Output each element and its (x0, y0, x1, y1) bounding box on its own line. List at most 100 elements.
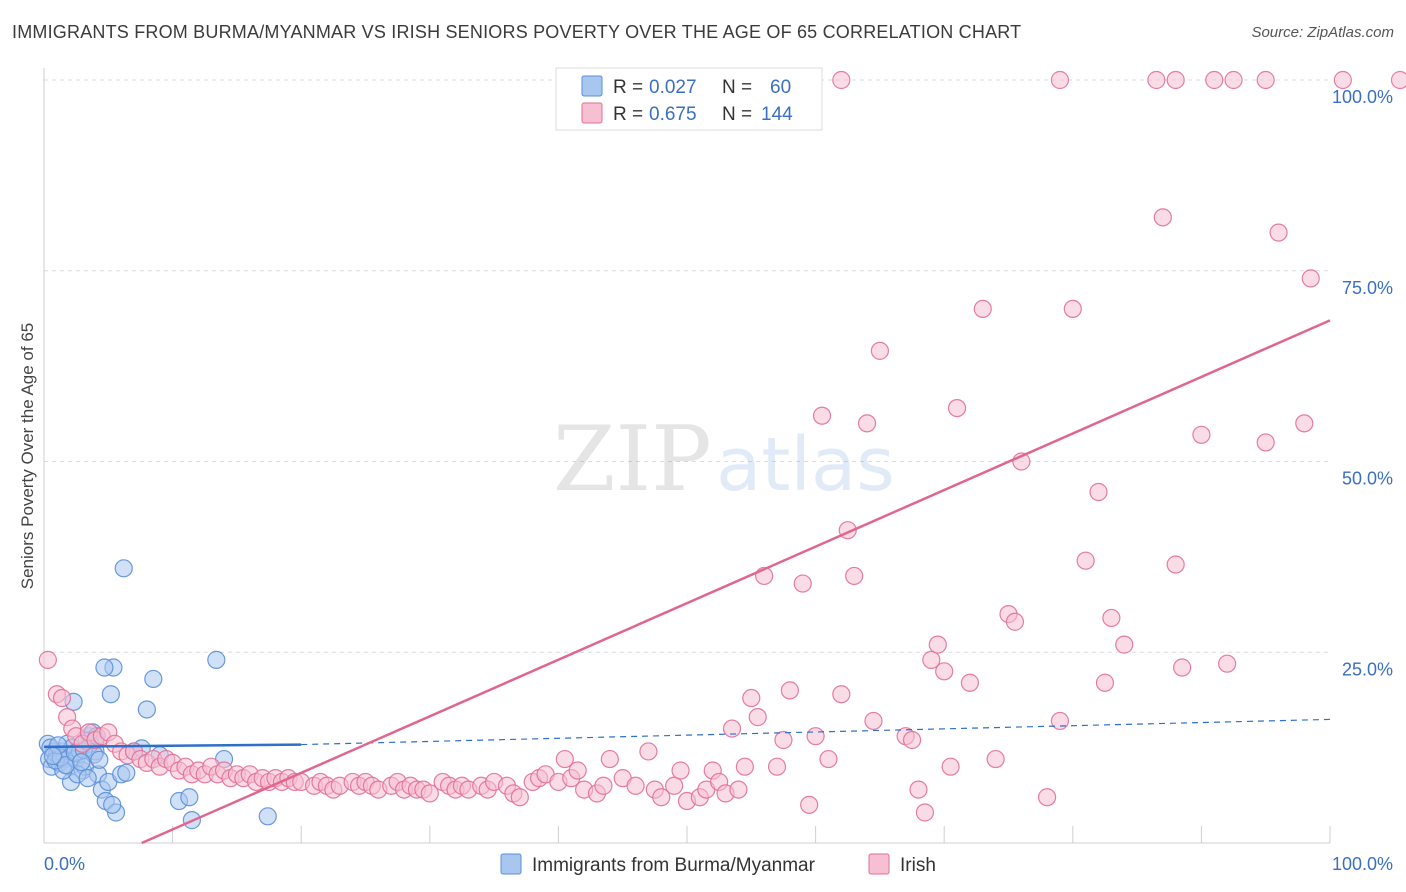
legend-swatch-irish (581, 102, 603, 124)
irish-point (928, 635, 947, 654)
burma-point (258, 807, 277, 826)
burma-point (43, 746, 63, 766)
bottom-legend-swatch-burma (500, 853, 522, 875)
irish-point (639, 742, 658, 761)
x-tick-label-min: 0.0% (44, 854, 85, 874)
irish-point (742, 688, 761, 708)
irish-point (1102, 608, 1121, 628)
irish-point (1037, 788, 1057, 807)
y-tick-label-100: 100.0% (1332, 87, 1393, 107)
legend-swatch-burma (581, 75, 603, 97)
irish-point (774, 730, 793, 750)
irish-point (729, 780, 748, 799)
burma-point (101, 685, 120, 704)
irish-point (671, 761, 690, 780)
irish-point (1166, 555, 1185, 574)
bottom-legend-label-irish: Irish (900, 855, 936, 876)
legend-r-value-burma: 0.027 (649, 77, 697, 98)
irish-point (806, 727, 825, 746)
irish-point (1115, 635, 1134, 654)
irish-point (902, 730, 922, 750)
burma-point (114, 559, 133, 578)
y-tick-labels: 25.0% 50.0% 75.0% 100.0% (1332, 87, 1393, 679)
x-tick-label-max: 100.0% (1332, 854, 1393, 874)
irish-point (864, 711, 883, 731)
legend-n-label-burma: N = (722, 77, 752, 98)
irish-point (857, 414, 877, 433)
irish-point (793, 574, 812, 593)
irish-point (1390, 70, 1406, 90)
burma-point (72, 753, 91, 772)
irish-point (832, 70, 851, 90)
irish-point (941, 757, 960, 776)
irish-point (420, 784, 439, 803)
burma-point (103, 795, 122, 814)
irish-point (1224, 70, 1243, 90)
irish-point (1153, 208, 1172, 227)
burma-point (144, 669, 163, 689)
irish-point (780, 681, 799, 700)
irish-point (555, 749, 574, 769)
irish-point (665, 776, 684, 795)
legend-r-label-burma: R = (613, 77, 643, 98)
y-tick-label-25: 25.0% (1342, 659, 1393, 679)
irish-point (1050, 70, 1070, 90)
burma-point (207, 650, 226, 669)
irish-point (915, 803, 935, 822)
trend-line-burma (43, 743, 302, 749)
irish-point (870, 341, 890, 360)
irish-point (960, 673, 980, 692)
burma-point (78, 769, 97, 788)
bottom-legend-label-burma: Immigrants from Burma/Myanmar (532, 855, 816, 876)
legend-r-label-irish: R = (613, 104, 643, 125)
irish-point (922, 650, 941, 669)
trend-lines (43, 319, 1331, 845)
irish-point (845, 566, 864, 586)
irish-point (1095, 673, 1115, 692)
irish-point (652, 788, 671, 807)
legend-r-value-irish: 0.675 (649, 104, 697, 125)
irish-point (52, 688, 72, 708)
irish-point (1301, 269, 1320, 288)
burma-point (117, 763, 136, 782)
irish-point (1256, 433, 1275, 452)
bottom-legend-swatch-irish (868, 853, 890, 875)
irish-point (819, 749, 838, 769)
series-burma-points (38, 559, 277, 830)
legend-n-label-irish: N = (722, 104, 752, 125)
irish-point (1295, 414, 1314, 433)
irish-point (1076, 551, 1095, 570)
chart-title: IMMIGRANTS FROM BURMA/MYANMAR VS IRISH S… (12, 22, 1022, 42)
irish-point (832, 685, 851, 704)
irish-point (735, 757, 754, 776)
irish-point (594, 776, 613, 795)
irish-point (1205, 70, 1224, 90)
irish-point (1173, 658, 1192, 677)
grid-lines (44, 79, 1330, 653)
source-label: Source: ZipAtlas.com (1251, 24, 1394, 41)
irish-point (1269, 223, 1288, 242)
irish-point (800, 795, 819, 814)
x-ticks (43, 826, 1331, 843)
burma-point (90, 750, 109, 769)
y-tick-label-50: 50.0% (1342, 469, 1393, 489)
stats-legend: R = 0.027 N = 60 R = 0.675 N = 144 (555, 67, 823, 131)
watermark-atlas: atlas (716, 422, 895, 508)
irish-point (1089, 482, 1108, 502)
trend-line-irish (141, 319, 1331, 845)
burma-point (137, 700, 156, 719)
irish-point (1005, 612, 1025, 631)
irish-point (1218, 654, 1237, 673)
series-irish-points (38, 70, 1406, 822)
irish-point (1192, 425, 1211, 444)
burma-point (95, 658, 114, 677)
irish-point (1063, 299, 1082, 318)
irish-point (986, 749, 1005, 769)
irish-point (909, 780, 928, 799)
irish-point (1256, 70, 1275, 90)
irish-point (748, 708, 767, 727)
bottom-legend: Immigrants from Burma/Myanmar Irish (500, 853, 936, 876)
irish-point (38, 650, 57, 669)
burma-point (180, 788, 199, 807)
